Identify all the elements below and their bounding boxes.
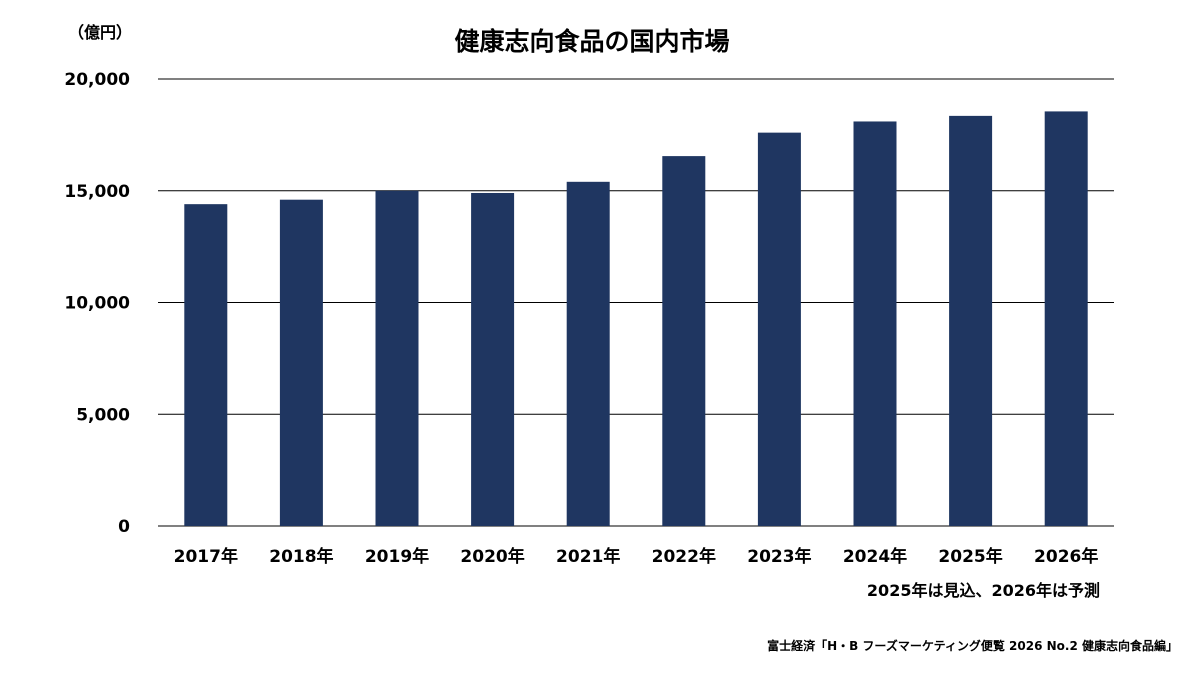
x-tick-label: 2020年 — [460, 546, 524, 567]
y-tick-label: 10,000 — [64, 294, 130, 314]
bar-2018年 — [279, 199, 323, 526]
bar-2025年 — [949, 115, 993, 526]
bar-2021年 — [566, 181, 610, 526]
x-tick-label: 2025年 — [938, 546, 1002, 567]
x-tick-label: 2023年 — [747, 546, 811, 567]
chart-title: 健康志向食品の国内市場 — [454, 27, 729, 56]
bar-2019年 — [375, 190, 419, 526]
y-axis-unit-label: （億円） — [68, 23, 132, 42]
x-tick-labels: 2017年 2018年 2019年 2020年 2021年 2022年 2023年 2024年… — [174, 546, 1099, 567]
bar-2023年 — [757, 132, 801, 526]
bar-2026年 — [1044, 111, 1088, 526]
x-tick-label: 2019年 — [365, 546, 429, 567]
y-tick-label: 15,000 — [64, 182, 130, 202]
y-tick-label: 20,000 — [64, 70, 130, 90]
bar-2017年 — [184, 204, 228, 526]
y-tick-labels: 0 5,000 10,000 15,000 20,000 — [64, 70, 130, 537]
y-tick-label: 0 — [118, 517, 130, 537]
x-tick-label: 2026年 — [1034, 546, 1098, 567]
x-tick-label: 2024年 — [843, 546, 907, 567]
bar-2022年 — [662, 156, 706, 527]
source-credit: 富士経済「H・B フーズマーケティング便覧 2026 No.2 健康志向食品編」 — [767, 638, 1178, 653]
bars — [184, 111, 1088, 527]
x-tick-label: 2018年 — [269, 546, 333, 567]
y-tick-label: 5,000 — [76, 405, 130, 425]
x-tick-label: 2017年 — [174, 546, 238, 567]
bar-2020年 — [471, 192, 515, 527]
x-tick-label: 2021年 — [556, 546, 620, 567]
forecast-note: 2025年は見込、2026年は予測 — [867, 581, 1100, 600]
bar-2024年 — [853, 121, 897, 526]
x-tick-label: 2022年 — [652, 546, 716, 567]
